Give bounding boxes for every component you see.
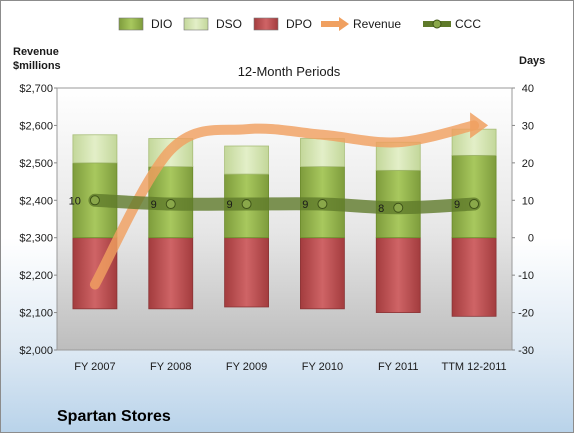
x-tick-label: FY 2007: [74, 361, 115, 373]
y-left-title-line2: $millions: [13, 60, 61, 72]
x-tick-label: FY 2011: [378, 361, 419, 373]
y-left-tick-label: $2,000: [19, 345, 53, 357]
y-right-tick-label: 40: [522, 83, 534, 95]
y-left-tick-label: $2,300: [19, 233, 53, 245]
y-left-tick-label: $2,700: [19, 83, 53, 95]
bar-dio: [451, 154, 497, 239]
legend-label-dio: DIO: [151, 17, 172, 31]
ccc-point: [317, 199, 328, 210]
legend-swatch-dpo: [253, 17, 279, 31]
y-right-tick-label: 30: [522, 120, 534, 132]
ccc-point: [89, 195, 100, 206]
ccc-data-label: 9: [454, 199, 460, 211]
y-left-tick-label: $2,600: [19, 120, 53, 132]
legend-label-revenue: Revenue: [353, 17, 401, 31]
ccc-point: [165, 199, 176, 210]
x-tick-label: FY 2008: [150, 361, 191, 373]
legend-swatch-revenue-head: [339, 17, 349, 31]
x-tick-label: TTM 12-2011: [441, 361, 506, 373]
bar-dpo: [375, 237, 421, 313]
bar-dpo: [300, 237, 345, 310]
bar-dso: [72, 134, 118, 164]
x-tick-label: FY 2009: [226, 361, 267, 373]
y-right-tick-label: -20: [518, 308, 534, 320]
bar-dpo: [148, 237, 194, 310]
y-right-title: Days: [519, 55, 545, 67]
chart-title: 12-Month Periods: [238, 64, 341, 79]
company-name: Spartan Stores: [57, 408, 171, 425]
x-tick-label: FY 2010: [302, 361, 343, 373]
y-right-tick-label: 10: [522, 195, 534, 207]
ccc-data-label: 8: [378, 203, 384, 215]
legend-swatch-dso: [183, 17, 209, 31]
ccc-data-label: 9: [226, 199, 232, 211]
legend-label-ccc: CCC: [455, 17, 481, 31]
legend-swatch-dio: [118, 17, 144, 31]
bar-dpo: [451, 237, 497, 317]
y-left-tick-label: $2,400: [19, 195, 53, 207]
ccc-point: [393, 202, 404, 213]
y-left-tick-label: $2,100: [19, 308, 53, 320]
bar-dpo: [224, 237, 269, 308]
y-right-tick-label: 20: [522, 158, 534, 170]
legend-swatch-ccc-marker: [432, 19, 442, 29]
ccc-point: [241, 199, 252, 210]
legend-label-dpo: DPO: [286, 17, 312, 31]
y-right-tick-label: -10: [518, 270, 534, 282]
y-right-tick-label: -30: [518, 345, 534, 357]
ccc-data-label: 9: [151, 199, 157, 211]
y-left-tick-label: $2,200: [19, 270, 53, 282]
revenue-line: [89, 120, 480, 290]
revenue-arrowhead: [470, 112, 489, 139]
y-left-title-line1: Revenue: [13, 46, 59, 58]
ccc-data-label: 9: [302, 199, 308, 211]
legend-label-dso: DSO: [216, 17, 242, 31]
ccc-data-label: 10: [69, 195, 81, 207]
bar-dso: [224, 145, 269, 175]
ccc-point: [469, 199, 480, 210]
y-right-tick-label: 0: [528, 233, 534, 245]
bar-dso: [300, 138, 345, 167]
y-left-tick-label: $2,500: [19, 158, 53, 170]
ccc-line: [88, 193, 481, 215]
